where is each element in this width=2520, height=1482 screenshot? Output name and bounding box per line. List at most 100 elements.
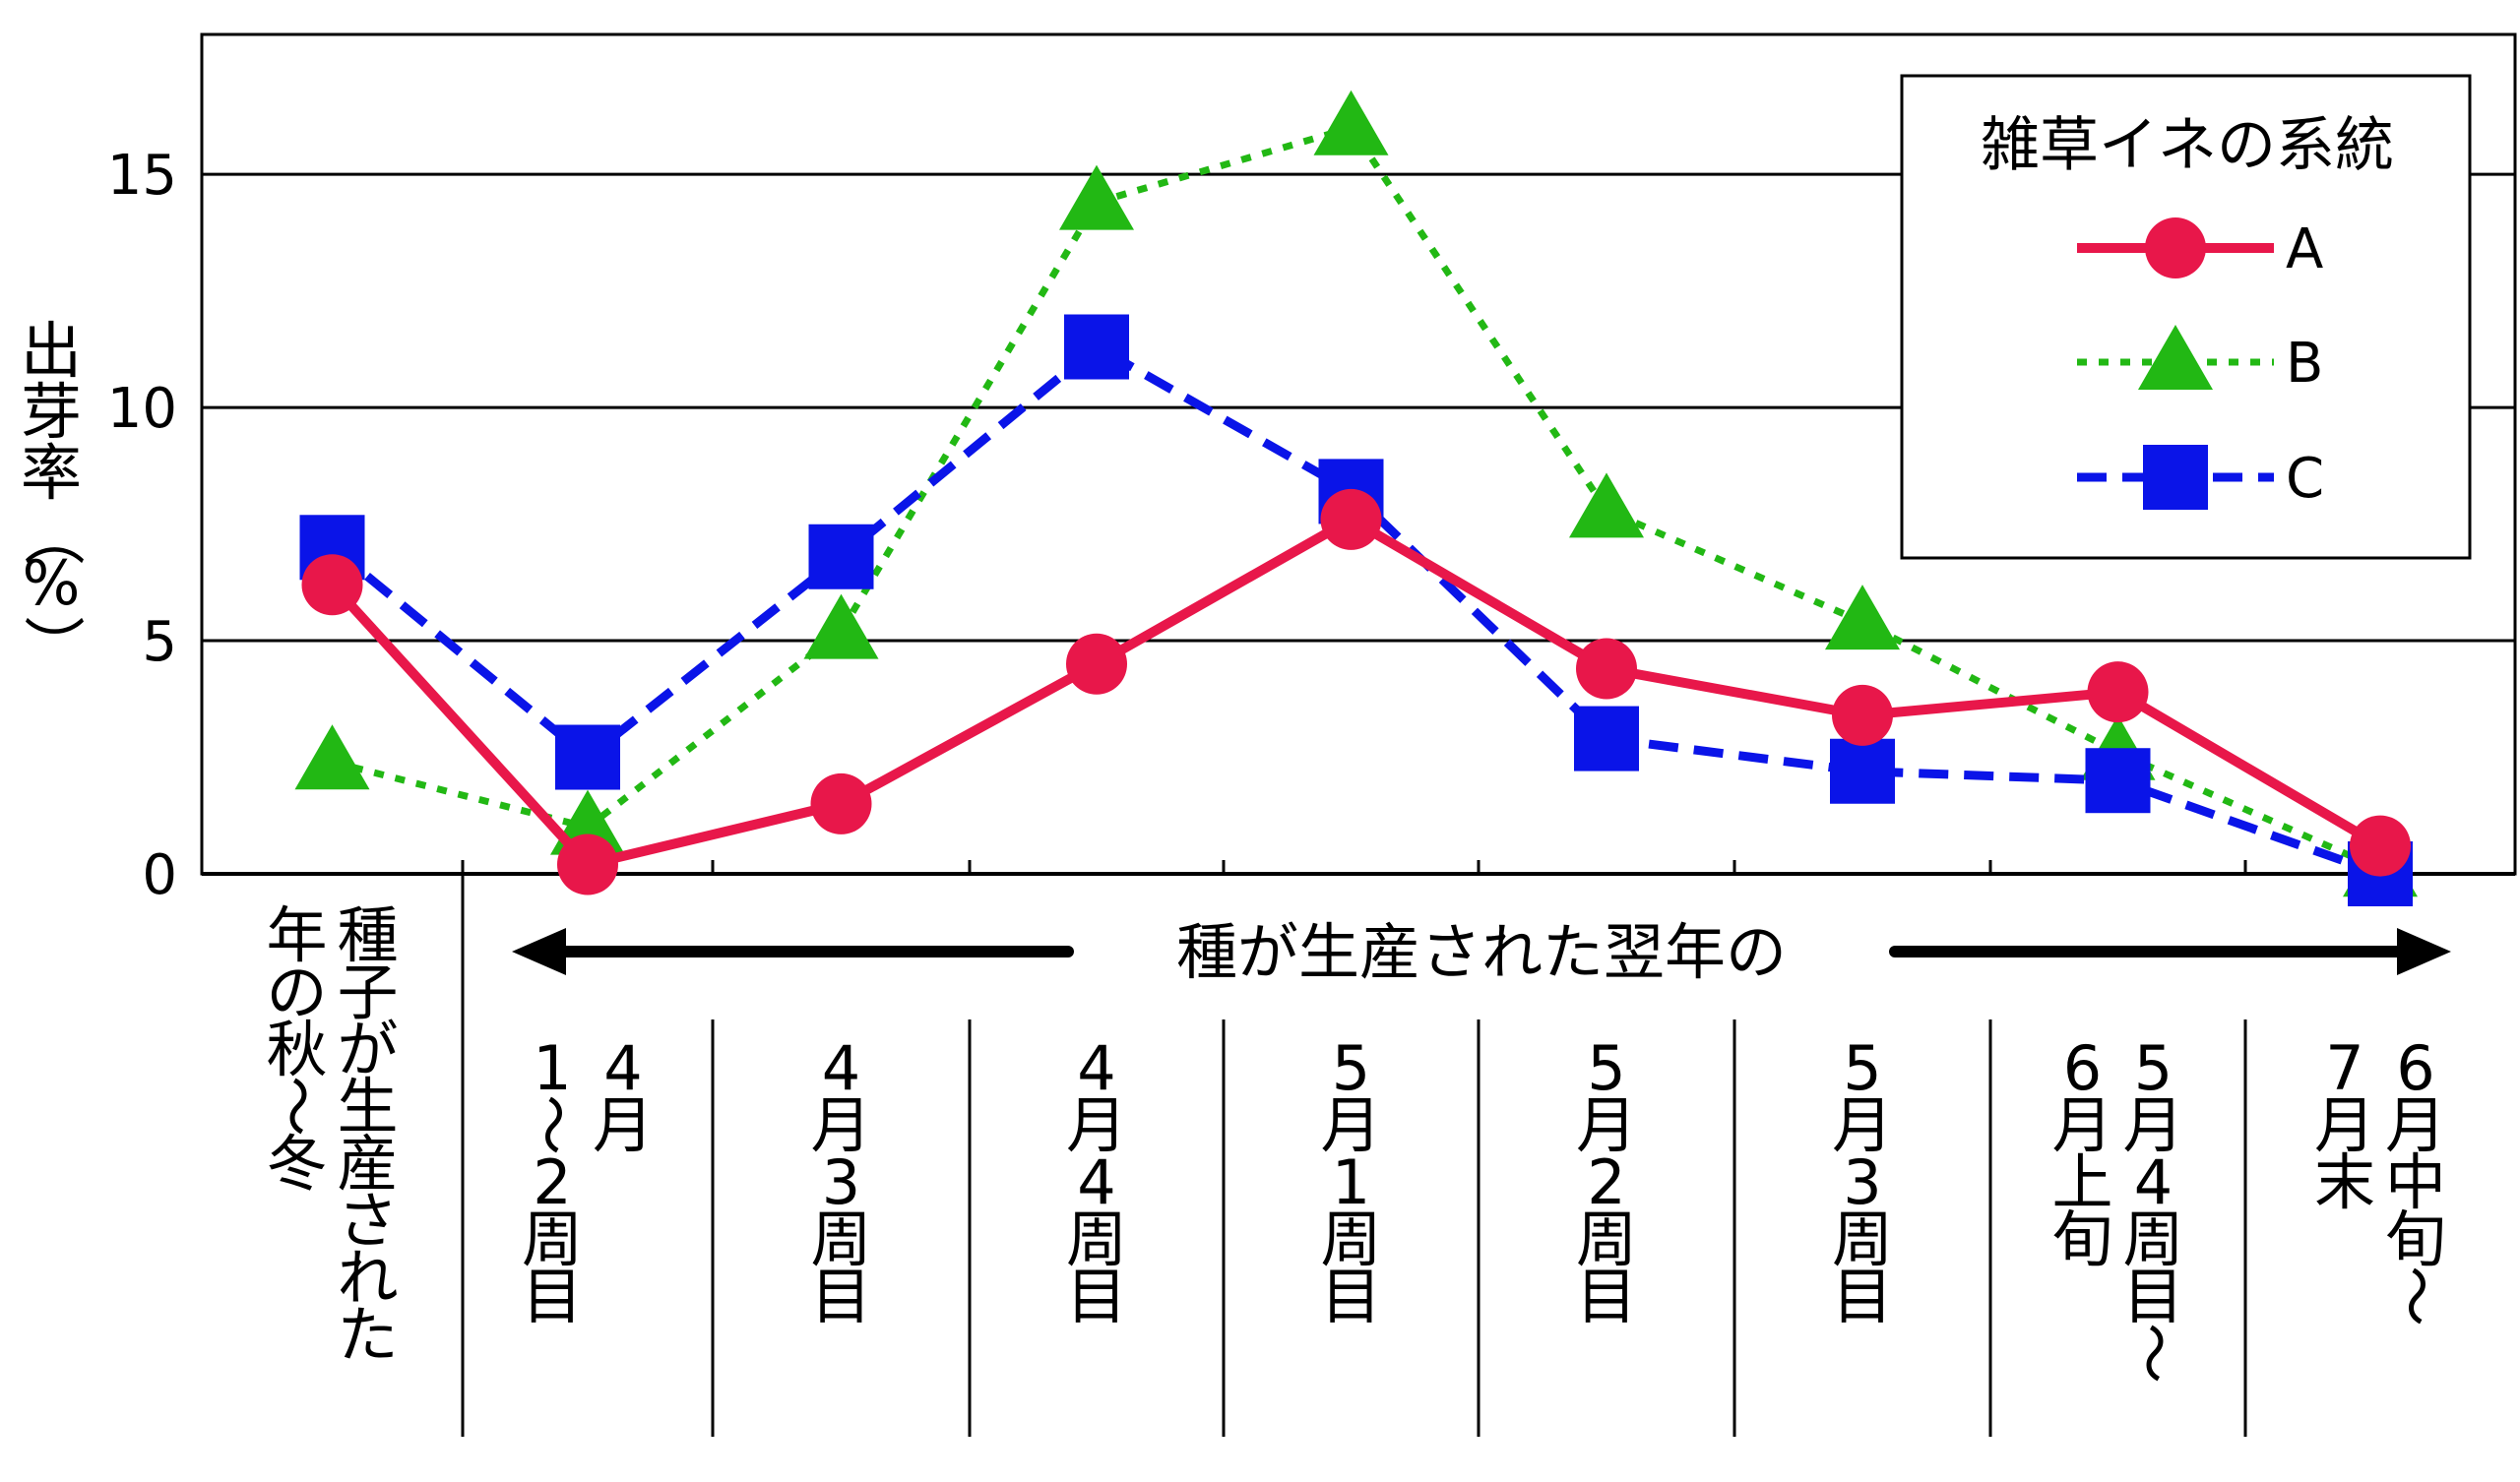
x-category-char: 秋: [266, 1014, 327, 1085]
y-tick-label: 15: [107, 144, 177, 208]
x-category-char: 生: [337, 1071, 398, 1142]
data-point-A: [1066, 633, 1127, 695]
x-category-char: 月: [2385, 1089, 2446, 1161]
x-category-char: 5: [1843, 1032, 1881, 1104]
x-category-char: 5: [1332, 1032, 1370, 1104]
y-axis-label-char: （: [17, 505, 89, 566]
y-tick-label: 0: [142, 843, 177, 907]
y-axis-label-char: 率: [21, 437, 82, 509]
x-category-char: 月: [1320, 1089, 1381, 1161]
data-point-A: [2350, 815, 2411, 877]
x-category-char: 目: [810, 1261, 871, 1332]
x-category-char: 6: [2063, 1032, 2102, 1104]
data-point-A: [301, 554, 363, 616]
x-category-char: さ: [337, 1185, 398, 1257]
data-point-C: [2085, 748, 2151, 814]
legend-marker-A: [2145, 217, 2206, 278]
y-axis-label-char: 芽: [21, 376, 82, 448]
x-category-char: 冬: [266, 1128, 327, 1200]
arrow-right-head: [2397, 928, 2451, 975]
x-category-char: 月: [1832, 1089, 1893, 1161]
data-point-C: [1830, 738, 1895, 804]
x-category-char: 目: [2122, 1261, 2183, 1332]
x-category-char: 周: [1320, 1204, 1381, 1275]
data-point-B: [803, 593, 879, 659]
x-category-char: 周: [810, 1204, 871, 1275]
x-category-char: 旬: [2385, 1204, 2446, 1275]
data-point-B: [1569, 472, 1644, 538]
x-category-char: 周: [522, 1204, 583, 1275]
data-point-B: [1313, 90, 1389, 155]
x-category-char: の: [266, 957, 327, 1028]
series-A: [301, 488, 2411, 895]
data-point-A: [1832, 684, 1893, 746]
y-axis-label-char: 出: [21, 315, 82, 387]
data-point-A: [557, 834, 618, 895]
x-category-char: 〜: [2117, 1323, 2189, 1384]
x-category-char: 7: [2325, 1032, 2363, 1104]
x-category-char: 5: [2134, 1032, 2173, 1104]
series-line-A: [328, 514, 2383, 870]
x-category-char: が: [337, 1014, 398, 1085]
data-point-C: [555, 724, 620, 790]
x-category-char: 6: [2396, 1032, 2434, 1104]
x-category-char: 目: [1576, 1261, 1637, 1332]
x-category-char: 目: [1832, 1261, 1893, 1332]
legend-label-B: B: [2286, 332, 2323, 396]
x-category-char: 月: [2051, 1089, 2112, 1161]
x-category-char: 月: [1066, 1089, 1127, 1161]
x-category-char: 種: [337, 899, 398, 971]
series: [294, 90, 2418, 906]
x-category-char: 周: [1576, 1204, 1637, 1275]
data-point-A: [2087, 661, 2149, 723]
x-category-char: 4: [1077, 1032, 1115, 1104]
data-point-A: [1576, 638, 1637, 700]
x-category-char: 3: [1843, 1146, 1881, 1218]
legend: 雑草イネの系統 ABC: [1900, 74, 2472, 560]
x-category-char: 1: [533, 1032, 571, 1104]
x-category-char: 1: [1332, 1146, 1370, 1218]
legend-title: 雑草イネの系統: [1981, 111, 2394, 180]
x-category-char: 月: [2314, 1089, 2375, 1161]
x-category-char: 4: [822, 1032, 860, 1104]
legend-marker-B: [2138, 325, 2213, 390]
x-category-char: 2: [533, 1146, 571, 1218]
x-category-char: 旬: [2051, 1204, 2112, 1275]
x-category-char: 中: [2385, 1146, 2446, 1218]
x-category-char: れ: [337, 1242, 398, 1314]
x-category-char: 上: [2051, 1146, 2112, 1218]
x-category-char: 月: [593, 1089, 654, 1161]
x-category-char: 〜: [516, 1094, 588, 1155]
x-category-char: 〜: [261, 1076, 333, 1137]
arrow-label: 種が生産された翌年の: [1176, 916, 1787, 988]
x-category-char: た: [337, 1299, 398, 1371]
x-axis-labels: 種子が生産された年の秋〜冬4月1〜2周目4月3周目4月4周目5月1周目5月2周目…: [261, 899, 2452, 1384]
data-point-C: [1574, 706, 1639, 772]
x-category-char: 目: [1066, 1261, 1127, 1332]
data-point-A: [810, 772, 872, 834]
x-category-char: 4: [1077, 1146, 1115, 1218]
x-category-char: 2: [1587, 1146, 1625, 1218]
x-category-char: 月: [810, 1089, 871, 1161]
legend-label-C: C: [2286, 447, 2324, 511]
x-category-char: 月: [2122, 1089, 2183, 1161]
y-axis-label-char: ）: [17, 615, 89, 676]
x-category-char: 末: [2314, 1146, 2375, 1218]
x-category-char: 年: [266, 899, 327, 971]
data-point-B: [294, 724, 370, 790]
data-point-C: [1064, 314, 1129, 380]
data-point-B: [1059, 164, 1134, 230]
x-category-char: 5: [1587, 1032, 1625, 1104]
x-category-char: 周: [1066, 1204, 1127, 1275]
x-category-char: 周: [2122, 1204, 2183, 1275]
y-tick-label: 5: [142, 610, 177, 674]
x-category-label: 4月1〜2周目: [516, 1032, 654, 1332]
x-category-char: 産: [337, 1128, 398, 1200]
